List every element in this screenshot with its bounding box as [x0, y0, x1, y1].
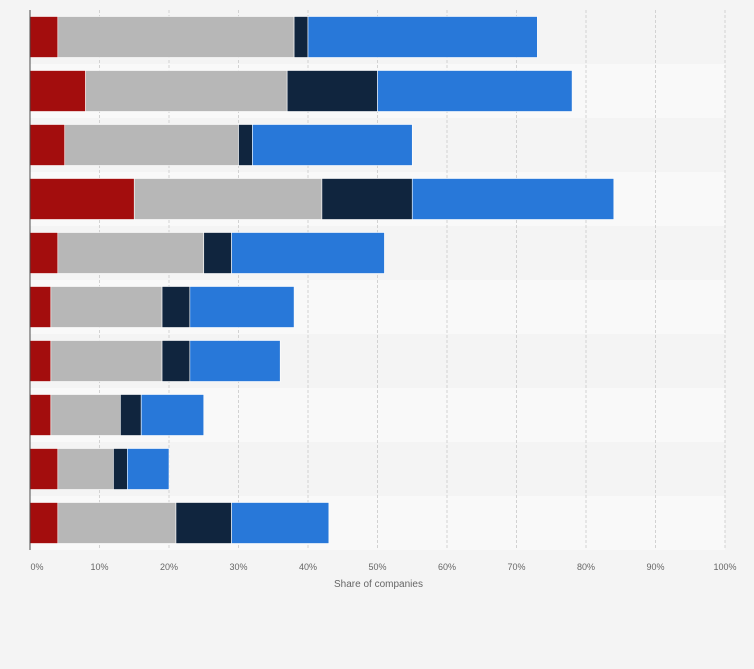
- x-tick-label: 60%: [438, 562, 456, 572]
- x-tick-label: 100%: [713, 562, 736, 572]
- x-tick-labels: 0% 10% 20% 30% 40% 50% 60% 70% 80% 90% 100%: [30, 562, 736, 572]
- bar-segment-row2-series1: [29, 70, 86, 112]
- bar-segment-row9-series1: [29, 448, 59, 490]
- bar-segment-row4-series1: [29, 178, 135, 220]
- bar-segment-row8-series4: [140, 394, 205, 436]
- bar-segment-row2-series4: [377, 70, 573, 112]
- bar-segment-row7-series2: [50, 340, 163, 382]
- x-tick-label: 70%: [507, 562, 525, 572]
- bar-segment-row9-series4: [127, 448, 170, 490]
- x-tick-label: 90%: [646, 562, 664, 572]
- bar-segment-row8-series3: [120, 394, 142, 436]
- bar-segment-row5-series1: [29, 232, 59, 274]
- bar-segment-row7-series3: [161, 340, 191, 382]
- x-tick-label: 80%: [577, 562, 595, 572]
- bar-segment-row3-series2: [64, 124, 239, 166]
- x-tick-label: 30%: [229, 562, 247, 572]
- x-tick-label: 40%: [299, 562, 317, 572]
- x-tick-label: 50%: [368, 562, 386, 572]
- bar-segment-row3-series1: [29, 124, 66, 166]
- bar-segment-row5-series2: [57, 232, 205, 274]
- bar-segment-row10-series2: [57, 502, 177, 544]
- bar-segment-row5-series3: [203, 232, 232, 274]
- x-tick-label: 10%: [90, 562, 108, 572]
- bar-segment-row6-series3: [161, 286, 191, 328]
- bar-segment-row4-series2: [133, 178, 323, 220]
- x-axis-title: Share of companies: [334, 579, 423, 590]
- bar-segment-row7-series4: [189, 340, 281, 382]
- bar-segment-row6-series4: [189, 286, 295, 328]
- bar-segment-row1-series3: [293, 16, 309, 58]
- bar-segment-row1-series1: [29, 16, 59, 58]
- bars: [29, 16, 615, 544]
- x-tick-label: 0%: [30, 562, 43, 572]
- bar-segment-row9-series3: [113, 448, 128, 490]
- bar-segment-row1-series2: [57, 16, 295, 58]
- bar-segment-row2-series2: [85, 70, 288, 112]
- bar-segment-row8-series1: [29, 394, 52, 436]
- bar-segment-row3-series3: [238, 124, 253, 166]
- x-tick-label: 20%: [160, 562, 178, 572]
- bar-segment-row6-series2: [50, 286, 163, 328]
- bar-segment-row7-series1: [29, 340, 52, 382]
- bar-segment-row10-series1: [29, 502, 59, 544]
- bar-segment-row8-series2: [50, 394, 121, 436]
- bar-segment-row4-series4: [411, 178, 615, 220]
- bar-segment-row5-series4: [231, 232, 385, 274]
- bar-segment-row9-series2: [57, 448, 114, 490]
- bar-segment-row10-series3: [175, 502, 232, 544]
- bar-segment-row2-series3: [286, 70, 378, 112]
- bar-segment-row4-series3: [321, 178, 413, 220]
- bar-segment-row6-series1: [29, 286, 52, 328]
- bar-segment-row10-series4: [231, 502, 330, 544]
- bar-segment-row3-series4: [252, 124, 413, 166]
- bar-segment-row1-series4: [307, 16, 538, 58]
